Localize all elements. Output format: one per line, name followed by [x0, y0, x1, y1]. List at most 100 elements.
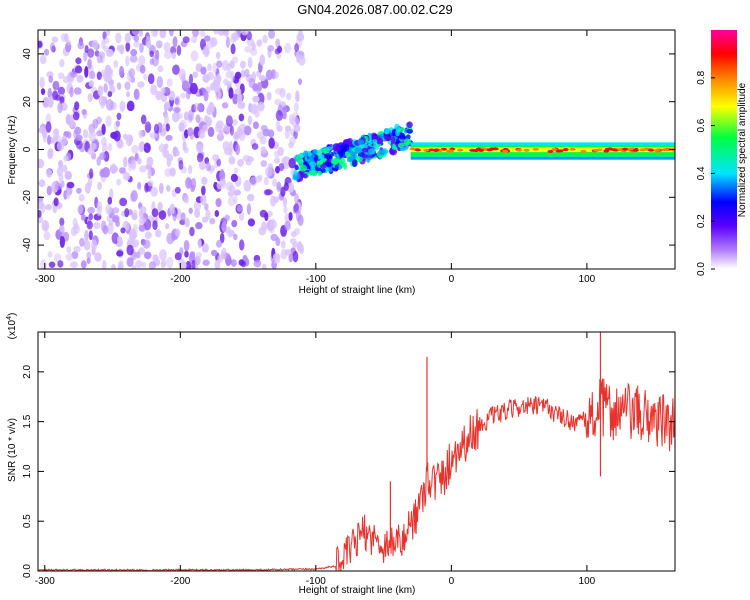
- snr-xtick-label: 0: [449, 576, 455, 587]
- spectral-blob: [43, 48, 50, 56]
- spectral-blob: [84, 45, 89, 54]
- spectral-blob: [398, 134, 406, 140]
- spectral-blob: [81, 109, 87, 116]
- spectral-blob: [84, 182, 91, 194]
- spectral-blob: [144, 231, 152, 240]
- spectral-blob: [270, 195, 277, 207]
- spectral-blob: [257, 174, 263, 181]
- spectral-blob: [116, 250, 124, 257]
- spectral-blob: [38, 216, 44, 224]
- spectral-blob: [176, 45, 182, 56]
- spectral-blob: [397, 127, 405, 133]
- spectral-blob: [84, 65, 89, 78]
- spectral-blob: [367, 148, 373, 154]
- spectral-blob: [187, 164, 193, 175]
- spectral-blob: [173, 106, 181, 113]
- spectral-blob: [197, 238, 202, 249]
- spectral-blob: [126, 244, 134, 256]
- spectral-blob: [246, 203, 252, 215]
- spectral-blob: [189, 226, 195, 237]
- spectral-blob: [131, 30, 140, 36]
- spectral-blob: [259, 54, 265, 66]
- spectral-blob: [256, 82, 263, 92]
- spectral-blob: [102, 225, 109, 235]
- spectral-blob: [166, 78, 173, 87]
- spectral-blob: [38, 210, 42, 218]
- spectral-blob: [238, 259, 245, 266]
- spectral-blob: [259, 135, 267, 145]
- spectral-blob: [183, 239, 190, 252]
- spectral-blob: [119, 44, 125, 55]
- spectral-blob: [285, 92, 292, 101]
- spectral-blob: [73, 223, 79, 230]
- spectral-blob: [168, 30, 174, 37]
- spectral-blob: [287, 182, 295, 193]
- spectral-blob: [115, 220, 121, 228]
- spectral-blob: [108, 83, 115, 91]
- colorbar: 0.0 0.2 0.4 0.6 0.8 Normalized spectral ampl…: [696, 30, 748, 276]
- spectral-blob: [133, 34, 140, 43]
- spectral-blob: [57, 72, 65, 80]
- spectral-blob: [224, 214, 230, 222]
- spectral-blob: [298, 243, 305, 255]
- spectral-blob: [298, 30, 303, 38]
- spectral-blob: [257, 92, 265, 105]
- spectral-blob: [215, 197, 222, 208]
- spectral-blob: [38, 179, 46, 188]
- spectral-blob: [180, 212, 186, 221]
- spectral-blob: [107, 143, 113, 152]
- spectral-blob: [219, 168, 225, 180]
- spectral-blob: [274, 157, 281, 164]
- spectral-blob: [165, 101, 171, 110]
- spectral-blob: [334, 164, 339, 172]
- spectral-blob: [195, 114, 201, 123]
- spectral-blob: [169, 203, 175, 215]
- spectral-blob: [57, 102, 63, 114]
- spectral-blob: [302, 173, 308, 179]
- spectral-blob: [200, 193, 207, 206]
- spectral-blob: [261, 221, 268, 232]
- spectral-blob: [172, 36, 178, 48]
- spectral-blob: [137, 81, 145, 88]
- spectral-blob: [116, 178, 122, 186]
- spectral-blob: [371, 134, 377, 140]
- spectral-blob: [66, 246, 72, 254]
- spectral-blob: [64, 170, 73, 180]
- spectral-blob: [218, 129, 224, 137]
- spectral-blob: [113, 130, 121, 142]
- spectral-blob: [125, 91, 131, 98]
- spectral-blob: [299, 160, 304, 168]
- spectral-blob: [204, 203, 209, 211]
- snr-axes: -300 -200 -100 0 100 0.0 0.5 1.0 1.5 2.0: [22, 332, 675, 587]
- spectral-blob: [65, 253, 74, 261]
- tone-peak: [551, 147, 558, 151]
- spectral-blob: [106, 30, 111, 37]
- spectral-blob: [406, 128, 414, 134]
- spectral-blob: [74, 126, 82, 135]
- spectral-blob: [59, 217, 65, 227]
- spectral-blob: [236, 92, 243, 105]
- spectral-blob: [184, 217, 190, 228]
- spectral-blob: [149, 50, 155, 58]
- spectral-blob: [119, 65, 125, 78]
- spectral-blob: [170, 46, 177, 55]
- spectral-blob: [180, 92, 186, 99]
- spectral-blob: [185, 177, 192, 189]
- spectral-blob: [406, 121, 413, 129]
- spectral-blob: [139, 42, 144, 53]
- spectral-blob: [288, 157, 296, 169]
- tone-peak: [469, 148, 476, 152]
- spectral-blob: [118, 167, 126, 174]
- spectral-blob: [105, 98, 114, 111]
- spectral-blob: [172, 64, 180, 75]
- spectral-blob: [219, 232, 225, 244]
- spectral-blob: [171, 232, 177, 242]
- spectral-blob: [233, 233, 238, 241]
- spectral-blob: [275, 38, 281, 48]
- spectral-blob: [293, 102, 299, 113]
- spectral-blob: [185, 88, 191, 100]
- spectral-blob: [212, 154, 220, 162]
- spectral-blob: [105, 203, 112, 215]
- spectral-blob: [183, 111, 189, 121]
- spectral-blob: [201, 243, 209, 253]
